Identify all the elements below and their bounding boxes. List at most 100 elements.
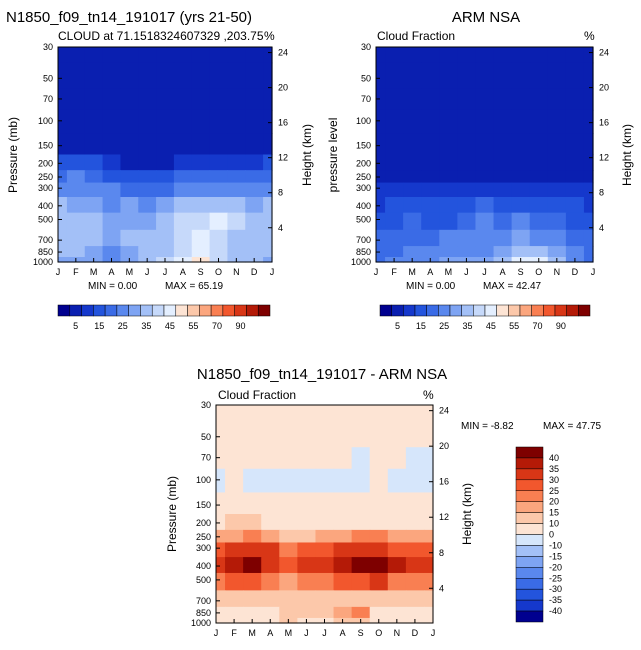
heatmap-cell — [405, 529, 425, 544]
colorbar-swatch — [515, 556, 544, 568]
heatmap-cell — [279, 468, 298, 494]
heatmap-cell — [403, 109, 422, 134]
heatmap-cell — [227, 88, 246, 111]
heatmap-cell — [84, 154, 104, 171]
colorbar-label: 15 — [94, 321, 104, 331]
heatmap-cell — [227, 170, 246, 184]
colorbar-swatch — [438, 304, 451, 317]
heatmap-cell — [387, 590, 407, 608]
heatmap-cell — [405, 542, 425, 558]
heatmap-cell — [84, 170, 104, 184]
heatmap-cell — [529, 212, 549, 231]
heatmap-cell — [565, 212, 585, 231]
heatmap-cell — [216, 572, 226, 591]
heatmap-cell — [405, 606, 425, 619]
heatmap-cell — [423, 617, 434, 624]
heatmap-cell — [369, 542, 389, 558]
heatmap-cell — [102, 133, 122, 156]
height-tick-label: 24 — [599, 48, 609, 58]
heatmap-cell — [120, 197, 139, 214]
heatmap-cell — [138, 109, 157, 134]
heatmap-cell — [315, 405, 335, 422]
height-tick-label: 12 — [599, 153, 609, 163]
colorbar-swatch — [515, 457, 544, 470]
heatmap-cell — [225, 447, 244, 470]
month-tick-label: M — [248, 628, 256, 638]
heatmap-cell — [475, 197, 495, 214]
heatmap-cell — [421, 109, 440, 134]
heatmap-cell — [156, 212, 175, 231]
heatmap-cell — [227, 133, 246, 156]
heatmap-cell — [227, 246, 246, 258]
heatmap-cell — [120, 62, 139, 90]
heatmap-cell — [369, 420, 389, 448]
heatmap-cell — [529, 109, 549, 134]
heatmap-cell — [547, 109, 567, 134]
colorbar-swatch — [69, 304, 82, 317]
heatmap-cell — [333, 590, 353, 608]
pressure-tick-label: 70 — [201, 453, 211, 463]
heatmap-cell — [297, 557, 317, 574]
heatmap-cell — [66, 197, 86, 214]
pressure-tick-label: 850 — [356, 247, 371, 257]
heatmap-cell — [263, 88, 273, 111]
heatmap-cell — [583, 109, 594, 134]
heatmap-cell — [58, 88, 68, 111]
heatmap-cell — [261, 590, 280, 608]
colorbar-swatch — [515, 468, 544, 481]
heatmap-cell — [297, 492, 317, 515]
heatmap-cell — [261, 492, 280, 515]
heatmap-cell — [279, 572, 298, 591]
heatmap-cell — [493, 229, 513, 247]
heatmap-cell — [245, 62, 264, 90]
colorbar-label: 25 — [118, 321, 128, 331]
heatmap-cell — [58, 62, 68, 90]
heatmap-cell — [405, 492, 425, 515]
heatmap-cell — [156, 170, 175, 184]
heatmap-cell — [209, 229, 229, 247]
colorbar-label: 40 — [549, 453, 559, 463]
month-tick-label: N — [233, 267, 240, 277]
panel-diff-unit: % — [423, 388, 434, 402]
month-tick-label: J — [163, 267, 168, 277]
heatmap-cell — [209, 212, 229, 231]
heatmap-cell — [583, 197, 594, 214]
heatmap-cell — [173, 229, 193, 247]
heatmap-cell — [511, 154, 531, 171]
heatmap-cell — [385, 62, 404, 90]
height-tick-label: 8 — [599, 188, 604, 198]
height-tick-label: 24 — [278, 48, 288, 58]
heatmap-cell — [475, 212, 495, 231]
heatmap-cell — [120, 154, 139, 171]
panel-obs-unit: % — [584, 29, 595, 43]
heatmap-cell — [333, 557, 353, 574]
heatmap-cell — [493, 182, 513, 198]
heatmap-cell — [439, 197, 458, 214]
heatmap-cell — [387, 447, 407, 470]
heatmap-cell — [376, 47, 386, 64]
heatmap-cell — [583, 154, 594, 171]
panel-obs-ylabel: pressure level — [326, 118, 340, 193]
heatmap-cell — [511, 62, 531, 90]
colorbar-swatch — [566, 304, 579, 317]
heatmap-cell — [84, 47, 104, 64]
colorbar-swatch — [515, 545, 544, 557]
heatmap-cell — [58, 154, 68, 171]
pressure-tick-label: 250 — [38, 172, 53, 182]
heatmap-cell — [191, 229, 211, 247]
heatmap-cell — [225, 514, 244, 531]
heatmap-cell — [547, 154, 567, 171]
heatmap-cell — [173, 170, 193, 184]
heatmap-cell — [225, 468, 244, 494]
colorbar-swatch — [515, 567, 544, 579]
heatmap-cell — [333, 572, 353, 591]
colorbar-label: 90 — [556, 321, 566, 331]
colorbar-swatch — [578, 304, 591, 317]
heatmap-cell — [261, 514, 280, 531]
heatmap-cell — [493, 62, 513, 90]
panel-model-plot-area — [58, 47, 273, 263]
heatmap-cell — [156, 182, 175, 198]
colorbar-swatch — [403, 304, 416, 317]
heatmap-cell — [138, 88, 157, 111]
